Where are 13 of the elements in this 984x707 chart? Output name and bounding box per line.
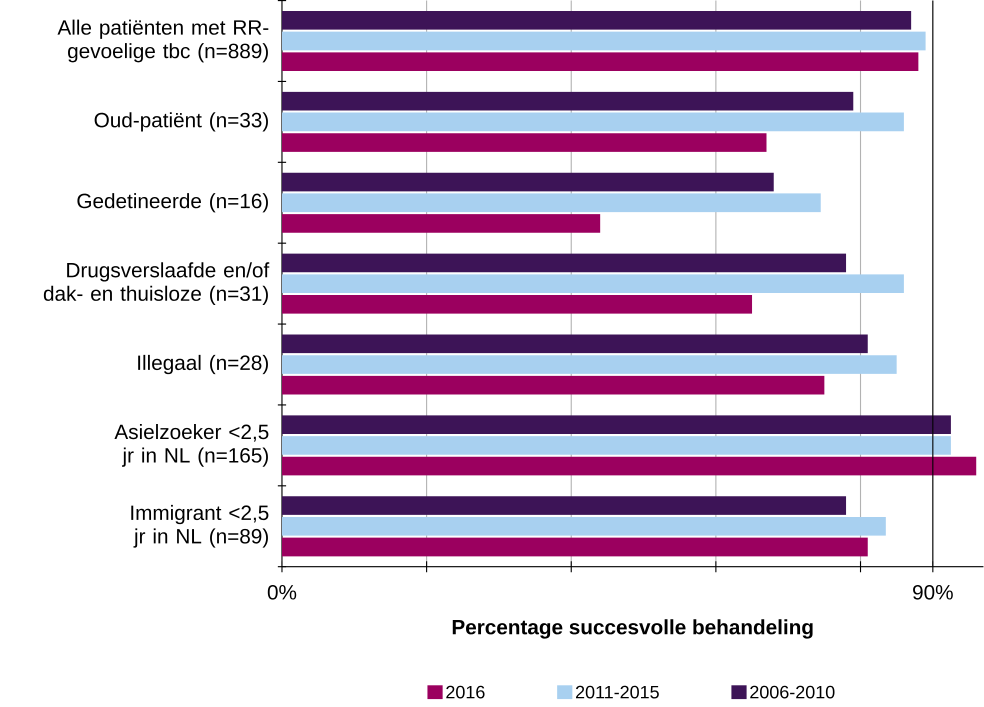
y-tick-label: Gedetineerde (n=16) — [77, 193, 268, 212]
y-tick-label: Drugsverslaafde en/of dak- en thuisloze (n=31) — [44, 262, 270, 306]
x-axis-title: Percentage succesvolle behandeling — [452, 619, 813, 639]
x-tick-label: 90% — [913, 584, 953, 600]
y-tick-label: Oud-patiënt (n=33) — [94, 112, 268, 132]
legend-label: 2011-2015 — [576, 686, 659, 699]
y-tick-label: Asielzoeker <2,5 jr in NL (n=165) — [114, 424, 268, 467]
y-tick-label: Illegaal (n=28) — [138, 354, 268, 374]
x-tick-label: 0% — [268, 584, 296, 600]
legend-label: 2016 — [446, 686, 485, 699]
y-tick-label: Immigrant <2,5 jr in NL (n=89) — [131, 504, 268, 548]
legend-label: 2006-2010 — [750, 686, 834, 699]
y-tick-label: Alle patiënten met RR-gevoelige tbc (n=889) — [57, 20, 268, 62]
